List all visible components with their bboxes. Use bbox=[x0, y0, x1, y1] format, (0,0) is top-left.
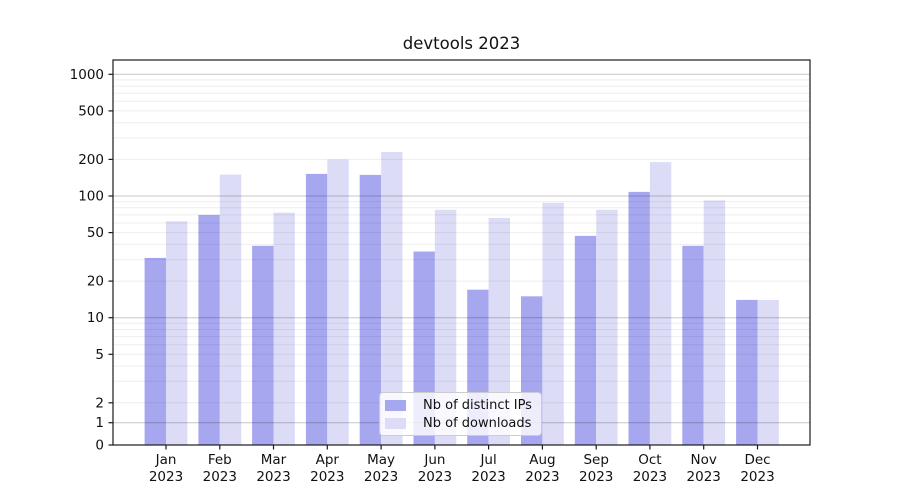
y-tick-label-1000: 1000 bbox=[70, 67, 104, 83]
legend-item-distinct-ips: Nb of distinct IPs bbox=[385, 397, 541, 413]
x-tick-label-month-mar: Mar bbox=[261, 452, 287, 468]
bar-nb-of-downloads-jan bbox=[166, 221, 188, 445]
y-tick-label-2: 2 bbox=[95, 395, 104, 411]
bar-nb-of-distinct-ips-apr bbox=[305, 173, 328, 445]
x-tick-label-year-sep: 2023 bbox=[579, 469, 613, 485]
x-tick-label-month-apr: Apr bbox=[316, 452, 340, 468]
x-tick-label-year-nov: 2023 bbox=[687, 469, 721, 485]
x-tick-label-year-oct: 2023 bbox=[633, 469, 667, 485]
x-tick-label-month-dec: Dec bbox=[744, 452, 770, 468]
legend-item-downloads: Nb of downloads bbox=[385, 415, 541, 431]
x-tick-label-year-feb: 2023 bbox=[203, 469, 237, 485]
y-tick-label-10: 10 bbox=[87, 310, 104, 326]
legend-label-downloads: Nb of downloads bbox=[423, 415, 532, 431]
x-tick-label-year-apr: 2023 bbox=[310, 469, 344, 485]
bar-nb-of-downloads-nov bbox=[703, 200, 726, 445]
x-tick-label-year-dec: 2023 bbox=[740, 469, 774, 485]
y-tick-label-20: 20 bbox=[87, 274, 104, 290]
bar-nb-of-distinct-ips-dec bbox=[736, 299, 758, 445]
bar-nb-of-distinct-ips-sep bbox=[574, 235, 597, 445]
bar-nb-of-downloads-jun bbox=[434, 209, 457, 445]
bar-nb-of-distinct-ips-may bbox=[359, 174, 382, 445]
x-tick-label-month-may: May bbox=[367, 452, 395, 468]
x-tick-label-month-nov: Nov bbox=[691, 452, 717, 468]
y-tick-label-100: 100 bbox=[78, 189, 104, 205]
bar-nb-of-downloads-dec bbox=[757, 299, 779, 445]
bar-nb-of-distinct-ips-jan bbox=[144, 257, 166, 445]
y-tick-label-1: 1 bbox=[95, 415, 104, 431]
x-tick-label-year-may: 2023 bbox=[364, 469, 398, 485]
bar-nb-of-downloads-may bbox=[381, 152, 403, 445]
x-tick-label-month-sep: Sep bbox=[583, 452, 608, 468]
axis-frame bbox=[112, 59, 811, 446]
y-tick-label-500: 500 bbox=[78, 103, 104, 119]
x-tick-label-month-oct: Oct bbox=[638, 452, 661, 468]
x-tick-label-month-jun: Jun bbox=[423, 452, 445, 468]
y-tick-label-200: 200 bbox=[78, 152, 104, 168]
x-tick-label-month-jan: Jan bbox=[155, 452, 177, 468]
x-tick-label-month-feb: Feb bbox=[208, 452, 232, 468]
x-tick-label-year-aug: 2023 bbox=[525, 469, 559, 485]
legend-swatch-distinct-ips bbox=[385, 399, 406, 411]
legend: Nb of distinct IPs Nb of downloads bbox=[379, 392, 542, 436]
bar-nb-of-distinct-ips-nov bbox=[682, 245, 704, 445]
chart-title: devtools 2023 bbox=[402, 34, 521, 53]
bar-nb-of-distinct-ips-mar bbox=[252, 245, 274, 445]
x-tick-label-month-aug: Aug bbox=[529, 452, 555, 468]
bar-nb-of-distinct-ips-feb bbox=[198, 214, 220, 445]
bar-nb-of-distinct-ips-oct bbox=[628, 191, 650, 445]
bar-nb-of-downloads-jul bbox=[488, 218, 510, 445]
y-tick-label-5: 5 bbox=[95, 347, 104, 363]
bar-nb-of-downloads-sep bbox=[596, 209, 618, 445]
x-tick-label-month-jul: Jul bbox=[479, 452, 496, 468]
x-tick-label-year-jun: 2023 bbox=[418, 469, 452, 485]
bar-nb-of-downloads-mar bbox=[273, 212, 295, 445]
x-tick-label-year-mar: 2023 bbox=[256, 469, 290, 485]
bar-nb-of-downloads-apr bbox=[327, 159, 349, 445]
bar-nb-of-downloads-oct bbox=[649, 162, 672, 445]
x-tick-label-year-jul: 2023 bbox=[471, 469, 505, 485]
legend-swatch-downloads bbox=[385, 417, 406, 429]
bar-nb-of-downloads-aug bbox=[542, 202, 564, 445]
bar-nb-of-downloads-feb bbox=[219, 174, 242, 445]
y-tick-label-0: 0 bbox=[95, 438, 104, 454]
legend-label-distinct-ips: Nb of distinct IPs bbox=[423, 397, 532, 413]
x-tick-label-year-jan: 2023 bbox=[149, 469, 183, 485]
y-tick-label-50: 50 bbox=[87, 225, 104, 241]
